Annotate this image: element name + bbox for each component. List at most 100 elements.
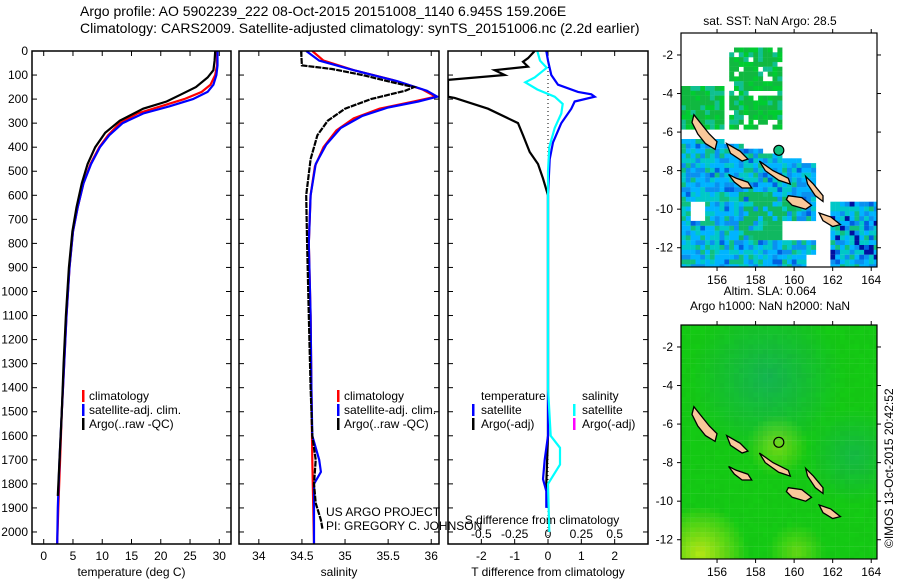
- map-cell: [825, 411, 831, 417]
- map-cell: [705, 556, 711, 559]
- map-cell: [787, 358, 792, 364]
- map-cell: [767, 435, 773, 441]
- map-cell: [762, 220, 768, 226]
- map-cell: [840, 363, 845, 369]
- map-cell: [705, 387, 711, 393]
- argo-position-marker: [773, 144, 785, 156]
- map-cell: [840, 541, 845, 547]
- map-cell: [796, 254, 802, 260]
- map-cell: [815, 411, 821, 417]
- map-cell: [835, 546, 841, 552]
- map-cell: [787, 479, 792, 485]
- map-cell: [811, 240, 817, 246]
- map-cell: [734, 464, 739, 470]
- map-cell: [854, 334, 860, 340]
- map-cell: [700, 114, 706, 120]
- map-cell: [796, 479, 802, 485]
- map-cell: [700, 240, 706, 246]
- map-cell: [777, 551, 783, 557]
- map-cell: [772, 527, 778, 533]
- map-cell: [734, 512, 739, 518]
- map-cell: [724, 431, 730, 436]
- map-cell: [791, 254, 797, 260]
- map-cell: [690, 240, 696, 246]
- map-cell: [753, 114, 759, 120]
- map-cell: [758, 512, 764, 518]
- map-cell: [709, 158, 715, 164]
- map-cell: [844, 387, 850, 393]
- map-cell: [815, 440, 821, 446]
- map-cell: [762, 378, 768, 383]
- map-cell: [854, 484, 860, 489]
- title-line-2: Climatology: CARS2009. Satellite-adjuste…: [80, 20, 640, 36]
- map-cell: [724, 498, 730, 504]
- map-cell: [714, 196, 720, 202]
- map-cell: [748, 95, 754, 101]
- map-cell: [762, 353, 768, 359]
- map-cell: [695, 95, 701, 101]
- map-cell: [782, 455, 788, 461]
- map-cell: [782, 254, 788, 260]
- map-cell: [782, 532, 788, 538]
- map-cell: [685, 254, 691, 260]
- map-cell: [849, 541, 855, 547]
- map-cell: [690, 196, 696, 202]
- map-cell: [743, 172, 749, 178]
- map-cell: [690, 329, 696, 335]
- map-cell: [801, 182, 807, 188]
- map-cell: [772, 163, 778, 169]
- map-cell: [787, 353, 792, 359]
- map-cell: [714, 353, 720, 359]
- map-cell: [685, 240, 691, 246]
- map-cell: [729, 334, 735, 340]
- map-cell: [729, 488, 735, 494]
- map-cell: [782, 187, 788, 193]
- map-cell: [695, 397, 701, 403]
- map-cell: [850, 269, 855, 274]
- map-cell: [835, 431, 841, 436]
- map-cell: [719, 216, 725, 222]
- map-cell: [753, 541, 759, 547]
- map-cell: [772, 329, 778, 335]
- map-cell: [782, 435, 788, 441]
- map-cell: [854, 373, 860, 379]
- map-cell: [729, 225, 735, 231]
- map-cell: [709, 329, 715, 335]
- map-cell: [681, 411, 686, 417]
- map-cell: [738, 488, 744, 494]
- map-cell: [729, 431, 735, 436]
- map-cell: [868, 382, 874, 388]
- map-cell: [753, 484, 759, 489]
- map-cell: [835, 353, 841, 359]
- map-cell: [762, 484, 768, 489]
- map-cell: [738, 192, 744, 197]
- map-cell: [767, 382, 773, 388]
- map-cell: [719, 206, 725, 212]
- map-cell: [791, 517, 797, 523]
- map-cell: [743, 105, 749, 111]
- map-cell: [859, 230, 865, 236]
- map-cell: [695, 182, 701, 188]
- map-cell: [719, 464, 725, 470]
- map-cell: [758, 47, 764, 53]
- map-cell: [801, 339, 807, 345]
- map-cell: [738, 431, 744, 436]
- map-cell: [709, 86, 715, 91]
- map-cell: [772, 498, 778, 504]
- map-cell: [724, 230, 730, 236]
- map-cell: [787, 339, 792, 345]
- map-cell: [796, 182, 802, 188]
- map-cell: [767, 61, 773, 67]
- map-cell: [734, 503, 739, 509]
- map-cell: [801, 264, 807, 267]
- map-cell: [835, 245, 841, 250]
- map-cell: [820, 440, 826, 446]
- map-cell: [859, 479, 865, 485]
- map-cell: [762, 57, 768, 63]
- map-cell: [801, 259, 807, 265]
- map-cell: [729, 406, 735, 412]
- map-cell: [724, 349, 730, 355]
- map-cell: [787, 508, 792, 514]
- map-cell: [864, 421, 870, 427]
- map-cell: [796, 541, 802, 547]
